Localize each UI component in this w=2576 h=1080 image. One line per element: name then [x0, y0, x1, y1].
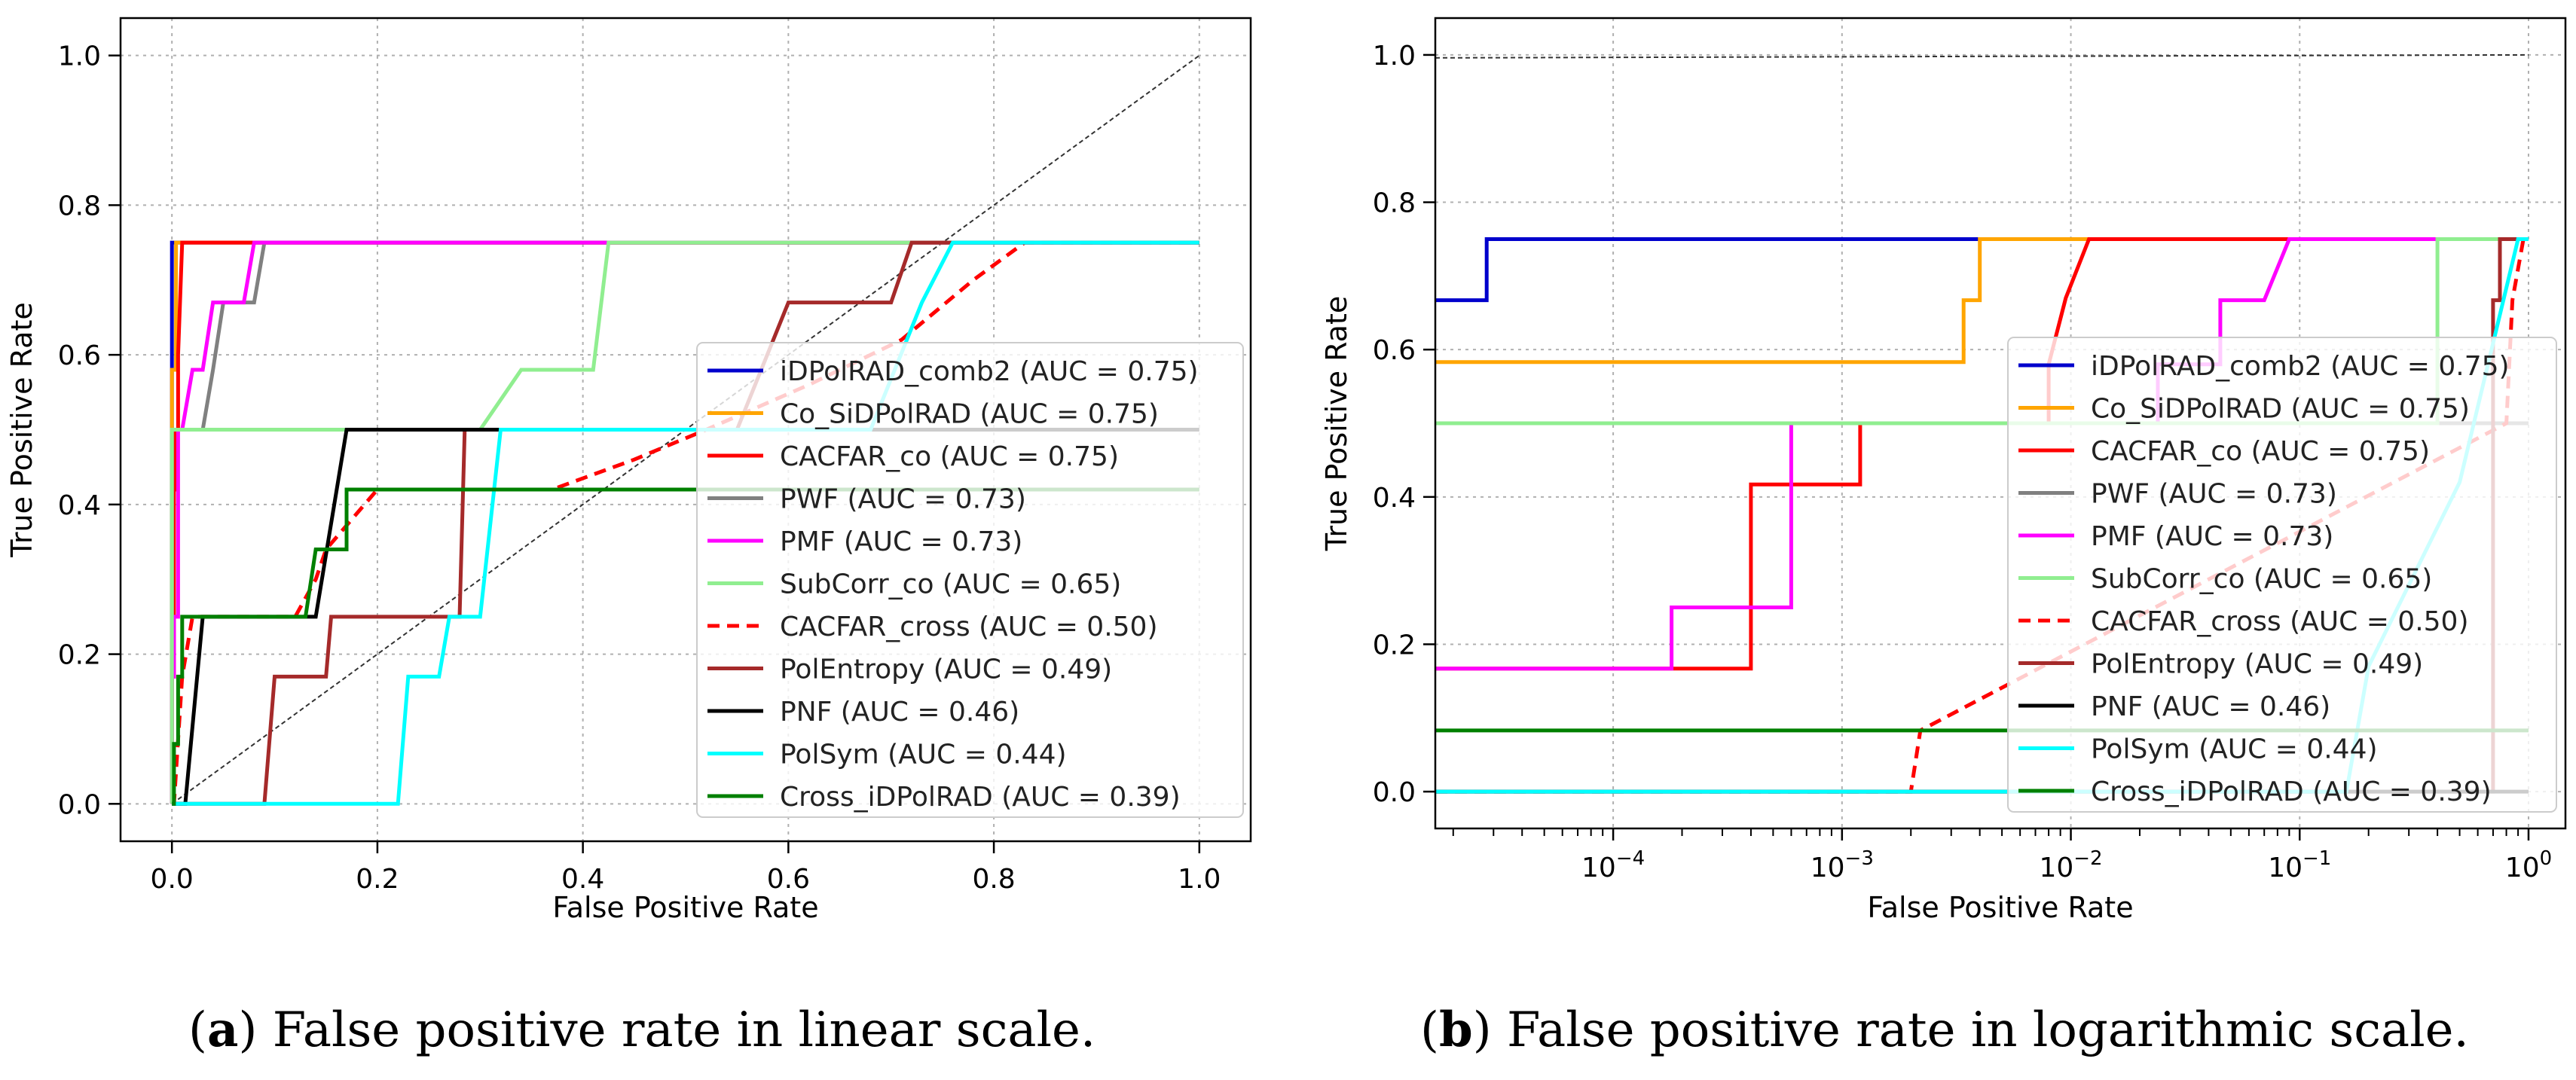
- legend-label-5: SubCorr_co (AUC = 0.65): [780, 569, 1121, 600]
- legend-label-1: Co_SiDPolRAD (AUC = 0.75): [780, 399, 1159, 430]
- legend-label-10: Cross_iDPolRAD (AUC = 0.39): [780, 782, 1181, 813]
- x-tick-base: 10: [1581, 853, 1616, 883]
- caption-b-letter: b: [1438, 1002, 1473, 1058]
- tick-labels: 0.0 0.2 0.4 0.6 0.8 1.0 0.0 0.2 0.4 0.6 0.8 1.0: [58, 41, 1221, 895]
- series-line-5: [170, 240, 1199, 804]
- legend-label-1: Co_SiDPolRAD (AUC = 0.75): [2091, 394, 2470, 425]
- caption-a: (a) False positive rate in linear scale.: [188, 1002, 1096, 1058]
- series-line-0: [1435, 237, 2529, 303]
- x-tick-base: 10: [2268, 853, 2303, 883]
- legend: iDPolRAD_comb2 (AUC = 0.75) Co_SiDPolRAD …: [2007, 337, 2557, 813]
- x-tick-label: 0.8: [972, 864, 1015, 895]
- y-tick-label: 0.8: [1373, 188, 1416, 219]
- legend-box: [696, 342, 1244, 818]
- x-tick-label: 100: [2505, 847, 2552, 883]
- y-tick-label: 0.6: [58, 340, 101, 371]
- legend-label-2: CACFAR_co (AUC = 0.75): [2091, 436, 2430, 467]
- x-tick-exponent: −1: [2303, 847, 2331, 870]
- x-tick-exponent: −3: [1845, 847, 1874, 870]
- minor-ticks: [1452, 828, 2519, 836]
- legend-label-5: SubCorr_co (AUC = 0.65): [2091, 564, 2432, 595]
- caption-b-text: ) False positive rate in logarithmic sca…: [1472, 1002, 2469, 1058]
- caption-a-text: ) False positive rate in linear scale.: [238, 1002, 1096, 1058]
- legend-label-7: PolEntropy (AUC = 0.49): [2091, 649, 2423, 680]
- legend-label-3: PWF (AUC = 0.73): [2091, 479, 2337, 510]
- x-tick-exponent: −2: [2073, 847, 2102, 870]
- series-line-5: [1435, 237, 2529, 426]
- legend-label-6: CACFAR_cross (AUC = 0.50): [2091, 606, 2469, 637]
- chance-line: [1435, 53, 2529, 59]
- panel-b-log-roc: 10−4 10−3 10−2 10−1 1000.00.20.40.60.81.0Fal…: [1320, 17, 2567, 924]
- y-tick-label: 0.4: [58, 490, 101, 521]
- legend-label-7: PolEntropy (AUC = 0.49): [780, 654, 1112, 685]
- legend-label-2: CACFAR_co (AUC = 0.75): [780, 441, 1119, 472]
- legend-label-4: PMF (AUC = 0.73): [2091, 521, 2333, 552]
- x-tick-label: 0.0: [151, 864, 194, 895]
- legend-label-3: PWF (AUC = 0.73): [780, 484, 1026, 515]
- axes-frame: [119, 17, 1252, 843]
- legend-label-10: Cross_iDPolRAD (AUC = 0.39): [2091, 776, 2492, 807]
- y-axis-label: True Positive Rate: [5, 302, 38, 558]
- axes-frame: [1434, 17, 2567, 830]
- legend-label-0: iDPolRAD_comb2 (AUC = 0.75): [780, 356, 1199, 387]
- legend-label-4: PMF (AUC = 0.73): [780, 526, 1022, 557]
- y-tick-label: 0.0: [58, 789, 101, 820]
- series-line-9: [172, 240, 1199, 806]
- legend-label-0: iDPolRAD_comb2 (AUC = 0.75): [2091, 351, 2510, 382]
- caption-b: (b) False positive rate in logarithmic s…: [1420, 1002, 2469, 1058]
- x-tick-label: 10−4: [1581, 847, 1645, 883]
- x-tick-exponent: 0: [2540, 847, 2553, 870]
- x-tick-base: 10: [2039, 853, 2073, 883]
- y-tick-label: 0.2: [1373, 630, 1416, 661]
- x-tick-base: 10: [2505, 853, 2540, 883]
- y-tick-label: 0.6: [1373, 335, 1416, 366]
- x-tick-exponent: −4: [1616, 847, 1645, 870]
- y-tick-label: 0.2: [58, 640, 101, 671]
- y-tick-label: 0.8: [58, 191, 101, 221]
- x-tick-label: 10−1: [2268, 847, 2331, 883]
- series-line-1: [1435, 237, 2529, 365]
- x-axis-label: False Positive Rate: [552, 891, 818, 924]
- legend-label-9: PolSym (AUC = 0.44): [2091, 734, 2378, 765]
- y-axis-label: True Positive Rate: [1320, 296, 1353, 552]
- panel-a-linear-roc: 0.0 0.2 0.4 0.6 0.8 1.0 0.0 0.2 0.4 0.6 0.8 1.0 Fals…: [5, 17, 1252, 924]
- x-tick-base: 10: [1811, 853, 1845, 883]
- y-tick-label: 1.0: [1373, 41, 1416, 72]
- legend-label-6: CACFAR_cross (AUC = 0.50): [780, 612, 1158, 642]
- y-tick-label: 0.0: [1373, 777, 1416, 808]
- legend-label-8: PNF (AUC = 0.46): [780, 697, 1019, 728]
- y-tick-label: 1.0: [58, 41, 101, 72]
- x-tick-label: 10−2: [2039, 847, 2102, 883]
- series-lines: [170, 240, 1199, 806]
- x-tick-label: 0.2: [356, 864, 399, 895]
- caption-a-letter: a: [206, 1002, 239, 1058]
- series-line-7: [172, 240, 1199, 806]
- x-tick-label: 0.6: [767, 864, 810, 895]
- x-tick-label: 0.4: [561, 864, 604, 895]
- series-line-10: [172, 487, 1199, 806]
- legend: iDPolRAD_comb2 (AUC = 0.75) Co_SiDPolRAD …: [696, 342, 1244, 818]
- x-axis-label: False Positive Rate: [1867, 891, 2133, 924]
- legend-box: [2007, 337, 2557, 813]
- x-tick-label: 1.0: [1178, 864, 1221, 895]
- legend-label-9: PolSym (AUC = 0.44): [780, 740, 1067, 770]
- y-tick-label: 0.4: [1373, 483, 1416, 514]
- x-tick-label: 10−3: [1811, 847, 1874, 883]
- legend-label-8: PNF (AUC = 0.46): [2091, 691, 2330, 722]
